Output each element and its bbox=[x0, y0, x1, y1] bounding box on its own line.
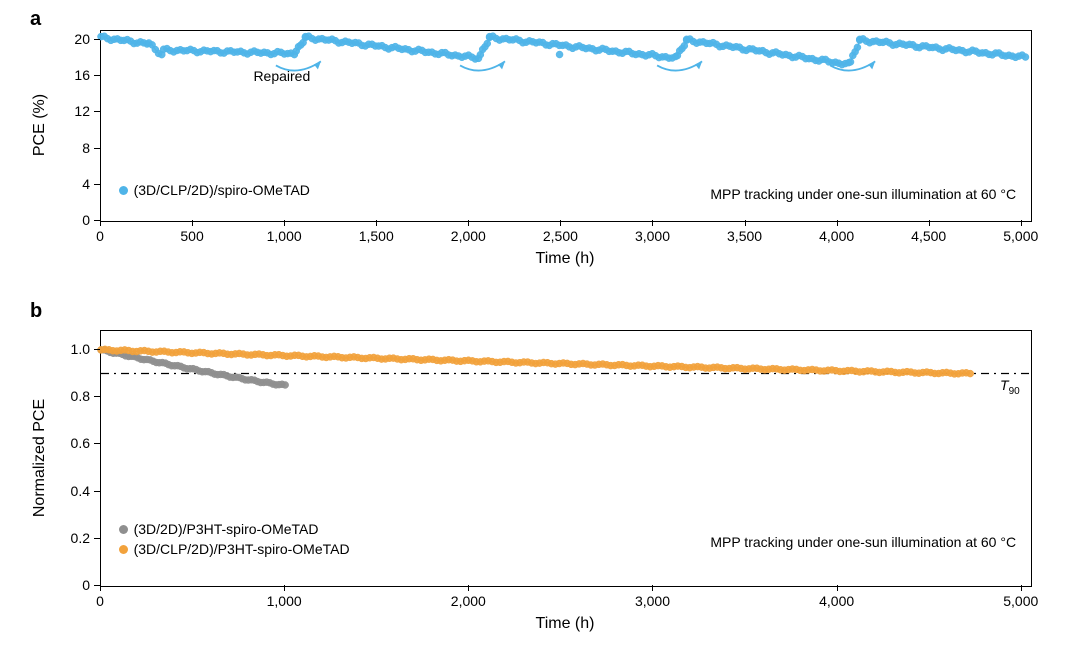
ytick-label: 1.0 bbox=[52, 341, 90, 357]
ytick-label: 0.2 bbox=[52, 530, 90, 546]
xtick-label: 5,000 bbox=[1003, 593, 1038, 609]
legend-label: (3D/CLP/2D)/spiro-OMeTAD bbox=[134, 182, 310, 198]
ytick-label: 0.4 bbox=[52, 483, 90, 499]
xtick-label: 3,500 bbox=[727, 228, 762, 244]
legend-dot-icon bbox=[119, 545, 128, 554]
xtick-label: 4,000 bbox=[819, 228, 854, 244]
xtick-label: 2,000 bbox=[451, 593, 486, 609]
ytick-label: 0.6 bbox=[52, 435, 90, 451]
panel-b-ylabel: Normalized PCE bbox=[31, 398, 49, 516]
series-point bbox=[282, 381, 289, 388]
xtick bbox=[284, 220, 285, 226]
ytick bbox=[94, 396, 100, 397]
xtick-label: 2,000 bbox=[451, 228, 486, 244]
legend-dot-icon bbox=[119, 186, 128, 195]
ytick bbox=[94, 39, 100, 40]
figure: a PCE (%) Time (h) b Normalized PCE Time… bbox=[0, 0, 1080, 654]
ytick bbox=[94, 538, 100, 539]
xtick-label: 1,500 bbox=[359, 228, 394, 244]
panel-a-xlabel: Time (h) bbox=[536, 250, 595, 268]
ytick-label: 16 bbox=[52, 67, 90, 83]
xtick bbox=[837, 585, 838, 591]
repaired-annotation: Repaired bbox=[253, 68, 310, 84]
panel-b-label: b bbox=[30, 300, 42, 323]
ytick-label: 12 bbox=[52, 103, 90, 119]
panel-a-ylabel: PCE (%) bbox=[31, 94, 49, 156]
legend-label: (3D/CLP/2D)/P3HT-spiro-OMeTAD bbox=[134, 541, 350, 557]
xtick-label: 1,000 bbox=[267, 228, 302, 244]
xtick bbox=[468, 585, 469, 591]
xtick bbox=[560, 220, 561, 226]
xtick-label: 0 bbox=[96, 228, 104, 244]
xtick bbox=[284, 585, 285, 591]
ytick bbox=[94, 349, 100, 350]
ytick bbox=[94, 184, 100, 185]
legend-item: (3D/2D)/P3HT-spiro-OMeTAD bbox=[119, 521, 319, 537]
xtick bbox=[468, 220, 469, 226]
xtick-label: 0 bbox=[96, 593, 104, 609]
xtick bbox=[1021, 585, 1022, 591]
xtick bbox=[100, 220, 101, 226]
legend-item: (3D/CLP/2D)/P3HT-spiro-OMeTAD bbox=[119, 541, 350, 557]
conditions-annotation: MPP tracking under one-sun illumination … bbox=[710, 534, 1016, 550]
repair-arrow bbox=[460, 61, 505, 70]
ytick bbox=[94, 148, 100, 149]
series-point bbox=[1022, 54, 1029, 61]
xtick bbox=[100, 585, 101, 591]
ytick-label: 0 bbox=[52, 212, 90, 228]
xtick bbox=[837, 220, 838, 226]
ytick-label: 20 bbox=[52, 31, 90, 47]
conditions-annotation: MPP tracking under one-sun illumination … bbox=[710, 186, 1016, 202]
ytick bbox=[94, 111, 100, 112]
series-point bbox=[967, 370, 974, 377]
series-point bbox=[854, 44, 861, 51]
legend-item: (3D/CLP/2D)/spiro-OMeTAD bbox=[119, 182, 310, 198]
xtick-label: 3,000 bbox=[635, 593, 670, 609]
xtick-label: 5,000 bbox=[1003, 228, 1038, 244]
xtick-label: 2,500 bbox=[543, 228, 578, 244]
ytick-label: 4 bbox=[52, 176, 90, 192]
ytick-label: 0 bbox=[52, 577, 90, 593]
ytick bbox=[94, 75, 100, 76]
xtick bbox=[652, 585, 653, 591]
panel-b-xlabel: Time (h) bbox=[536, 615, 595, 633]
xtick bbox=[745, 220, 746, 226]
t90-label: T90 bbox=[1000, 377, 1020, 397]
legend-label: (3D/2D)/P3HT-spiro-OMeTAD bbox=[134, 521, 319, 537]
xtick-label: 500 bbox=[180, 228, 203, 244]
xtick bbox=[652, 220, 653, 226]
ytick bbox=[94, 491, 100, 492]
legend-dot-icon bbox=[119, 525, 128, 534]
xtick-label: 4,500 bbox=[911, 228, 946, 244]
panel-a-label: a bbox=[30, 8, 41, 31]
series-point bbox=[847, 58, 854, 65]
xtick bbox=[376, 220, 377, 226]
xtick-label: 3,000 bbox=[635, 228, 670, 244]
series-point bbox=[556, 51, 563, 58]
ytick-label: 8 bbox=[52, 140, 90, 156]
xtick-label: 4,000 bbox=[819, 593, 854, 609]
xtick bbox=[192, 220, 193, 226]
xtick bbox=[1021, 220, 1022, 226]
xtick-label: 1,000 bbox=[267, 593, 302, 609]
ytick bbox=[94, 443, 100, 444]
repair-arrow bbox=[657, 61, 702, 70]
xtick bbox=[929, 220, 930, 226]
ytick-label: 0.8 bbox=[52, 388, 90, 404]
